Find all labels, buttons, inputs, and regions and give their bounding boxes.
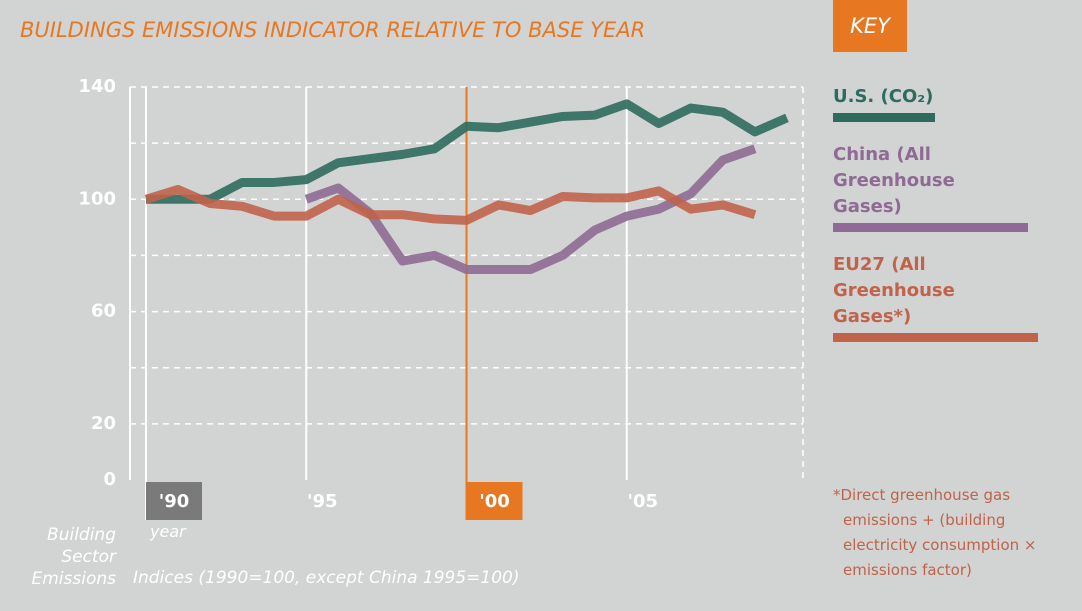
legend-item: China (All Greenhouse Gases) <box>833 142 1028 232</box>
y-tick-label: 60 <box>91 301 116 322</box>
subtitle: Indices (1990=100, except China 1995=100… <box>133 568 520 588</box>
x-tick-label: '90 <box>159 491 190 512</box>
legend-label: U.S. (CO₂) <box>833 86 934 107</box>
legend-entry: EU27 (All Greenhouse Gases*) <box>833 252 1073 362</box>
legend: U.S. (CO₂) China (All Greenhouse Gases) EU… <box>833 84 1073 362</box>
series-line <box>146 99 789 204</box>
x-tick-label: '95 <box>307 491 338 512</box>
y-tick-label: 140 <box>78 76 116 97</box>
x-tick-box <box>466 482 523 520</box>
x-tick-label: '05 <box>627 491 658 512</box>
legend-item: EU27 (All Greenhouse Gases*) <box>833 252 1038 342</box>
legend-entry: U.S. (CO₂) <box>833 84 1073 142</box>
x-axis-label: year <box>150 522 186 541</box>
legend-swatch <box>833 333 1038 342</box>
footnote: *Direct greenhouse gas emissions + (buil… <box>833 486 1037 579</box>
y-axis-label: Building Sector Emissions <box>31 525 117 589</box>
x-tick-label: '00 <box>479 491 510 512</box>
chart-title: BUILDINGS EMISSIONS INDICATOR RELATIVE T… <box>20 18 646 42</box>
series-line <box>144 184 757 225</box>
y-tick-label: 20 <box>91 413 116 434</box>
y-tick-label: 0 <box>103 469 116 490</box>
y-tick-label: 100 <box>78 188 116 209</box>
legend-title: KEY <box>833 0 907 52</box>
x-tick-box <box>146 482 203 520</box>
legend-label: China (All Greenhouse Gases) <box>833 144 955 217</box>
legend-swatch <box>833 223 1028 232</box>
legend-swatch <box>833 113 935 122</box>
legend-item: U.S. (CO₂) <box>833 84 935 122</box>
legend-label: EU27 (All Greenhouse Gases*) <box>833 254 955 327</box>
legend-entry: China (All Greenhouse Gases) <box>833 142 1073 252</box>
